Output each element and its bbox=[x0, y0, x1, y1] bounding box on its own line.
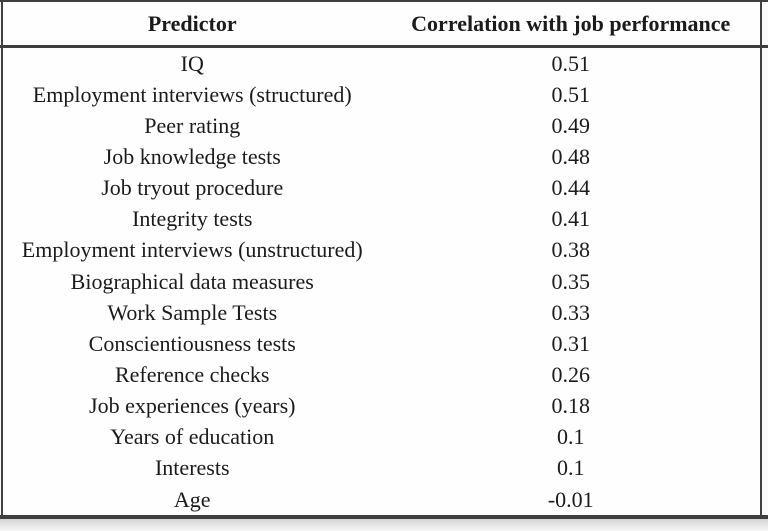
predictor-cell: Conscientiousness tests bbox=[88, 330, 296, 356]
correlation-cell: 0.48 bbox=[551, 143, 591, 169]
predictor-cell: Age bbox=[173, 486, 211, 512]
table-row: Employment interviews (unstructured) 0.38 bbox=[3, 235, 760, 266]
predictor-cell: Peer rating bbox=[144, 112, 241, 138]
table-row: Peer rating 0.49 bbox=[3, 110, 760, 141]
correlation-cell: 0.18 bbox=[551, 393, 591, 419]
predictor-cell: Integrity tests bbox=[132, 206, 253, 232]
correlation-cell: 0.44 bbox=[551, 175, 591, 201]
table-surface bbox=[3, 2, 760, 515]
table-border-top bbox=[0, 0, 768, 2]
predictor-cell: Reference checks bbox=[114, 361, 270, 387]
bottom-shadow bbox=[0, 519, 768, 531]
table-row: Years of education 0.1 bbox=[3, 422, 760, 453]
table-row: Employment interviews (structured) 0.51 bbox=[3, 79, 760, 110]
table-row: Age -0.01 bbox=[3, 484, 760, 515]
table-header-row: Predictor Correlation with job performan… bbox=[3, 2, 760, 45]
correlation-cell: 0.38 bbox=[551, 237, 591, 263]
table-border-bottom bbox=[0, 515, 768, 519]
header-separator-line bbox=[0, 45, 768, 48]
correlation-cell: 0.51 bbox=[551, 50, 591, 76]
column-header-predictor: Predictor bbox=[147, 10, 237, 36]
correlation-cell: 0.35 bbox=[551, 268, 591, 294]
predictor-cell: Work Sample Tests bbox=[107, 299, 278, 325]
predictor-cell: Employment interviews (unstructured) bbox=[21, 237, 363, 263]
correlation-cell: 0.51 bbox=[551, 81, 591, 107]
predictor-cell: Employment interviews (structured) bbox=[32, 81, 352, 107]
table-row: Job knowledge tests 0.48 bbox=[3, 141, 760, 172]
predictor-cell: Years of education bbox=[110, 424, 275, 450]
column-header-correlation: Correlation with job performance bbox=[411, 10, 731, 36]
predictor-cell: Job experiences (years) bbox=[89, 393, 296, 419]
table-row: Biographical data measures 0.35 bbox=[3, 266, 760, 297]
table-row: Work Sample Tests 0.33 bbox=[3, 297, 760, 328]
table-row: Interests 0.1 bbox=[3, 453, 760, 484]
correlation-cell: 0.31 bbox=[551, 330, 591, 356]
correlation-cell: -0.01 bbox=[547, 486, 594, 512]
predictor-cell: Biographical data measures bbox=[70, 268, 314, 294]
correlation-cell: 0.49 bbox=[551, 112, 591, 138]
table-row: IQ 0.51 bbox=[3, 48, 760, 79]
correlation-cell: 0.1 bbox=[557, 424, 585, 450]
table-body: IQ 0.51 Employment interviews (structured)… bbox=[3, 48, 760, 515]
table-row: Job tryout procedure 0.44 bbox=[3, 173, 760, 204]
correlation-cell: 0.41 bbox=[551, 206, 591, 232]
predictor-cell: Job tryout procedure bbox=[101, 175, 284, 201]
correlation-cell: 0.33 bbox=[551, 299, 591, 325]
table-row: Conscientiousness tests 0.31 bbox=[3, 328, 760, 359]
predictor-cell: Interests bbox=[154, 455, 230, 481]
table-row: Job experiences (years) 0.18 bbox=[3, 391, 760, 422]
table-border-left bbox=[1, 0, 3, 519]
correlation-cell: 0.26 bbox=[551, 361, 591, 387]
table-border-right bbox=[760, 0, 762, 519]
table-row: Integrity tests 0.41 bbox=[3, 204, 760, 235]
correlation-cell: 0.1 bbox=[557, 455, 585, 481]
predictor-cell: Job knowledge tests bbox=[103, 143, 281, 169]
table-row: Reference checks 0.26 bbox=[3, 359, 760, 390]
predictor-cell: IQ bbox=[180, 50, 204, 76]
